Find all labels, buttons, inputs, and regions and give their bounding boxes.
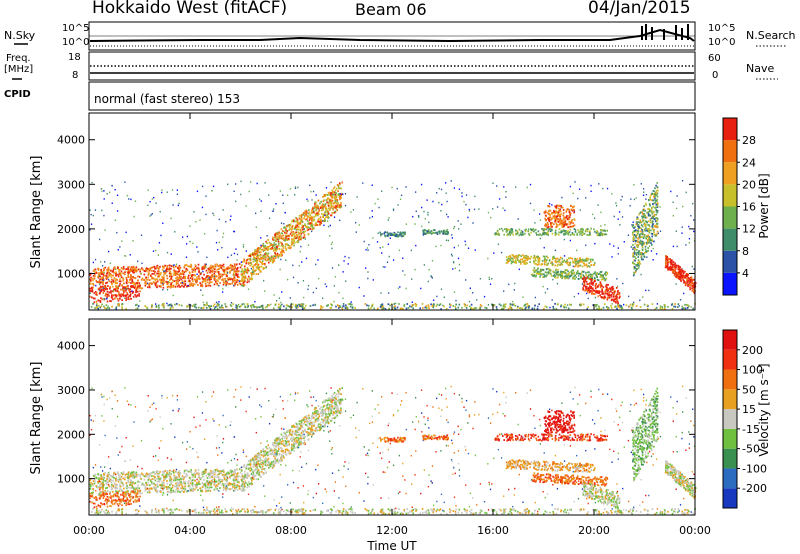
nsky-label: N.Sky (4, 29, 36, 42)
colorbar-segment (723, 118, 737, 141)
colorbar-segment (723, 272, 737, 295)
power-y-axis: 1000 2000 3000 4000 (57, 134, 695, 280)
colorbar-segment (723, 488, 737, 508)
colorbar-segment (723, 228, 737, 251)
velocity-y-label: Slant Range [km] (29, 362, 44, 475)
colorbar-tick: 8 (742, 245, 749, 258)
velocity-colorbar: 200 100 50 15 -15 -50 -100 -200 (722, 329, 767, 509)
colorbar-tick: 4 (742, 267, 749, 280)
freq-label-2: [MHz] (4, 64, 34, 75)
power-scatter (89, 179, 697, 311)
colorbar-segment (723, 468, 737, 489)
colorbar-segment (723, 428, 737, 449)
colorbar-segment (723, 162, 737, 185)
y-tick-label: 2000 (57, 428, 85, 441)
nave-label: Nave (746, 62, 775, 75)
colorbar-tick: 15 (742, 403, 756, 416)
colorbar-tick: 12 (742, 223, 756, 236)
y-tick-label: 3000 (57, 384, 85, 397)
colorbar-segment (723, 140, 737, 163)
nave-tick-high: 60 (708, 53, 721, 64)
power-panel: 1000 2000 3000 4000 (57, 112, 697, 311)
y-tick-label: 4000 (57, 340, 85, 353)
freq-label-1: Freq. (6, 53, 31, 64)
colorbar-tick: 24 (742, 156, 756, 169)
freq-tick-low: 8 (72, 70, 79, 81)
noise-tick-high: 10^5 (62, 23, 90, 34)
power-colorbar: 4 8 12 16 20 24 28 (722, 117, 756, 296)
colorbar-tick: 20 (742, 178, 756, 191)
date-title: 04/Jan/2015 (588, 0, 691, 18)
colorbar-tick: 28 (742, 134, 756, 147)
colorbar-segment (723, 389, 737, 410)
cpid-text: normal (fast stereo) 153 (94, 92, 241, 106)
colorbar-tick: 50 (742, 383, 756, 396)
colorbar-segment (723, 330, 737, 350)
x-tick-label: 20:00 (578, 524, 610, 537)
noise-tick-low-right: 10^0 (708, 37, 736, 48)
freq-tick-high: 18 (68, 52, 81, 63)
velocity-y-axis: 1000 2000 3000 4000 (57, 340, 695, 486)
colorbar-tick: 200 (742, 344, 763, 357)
nave-tick-low: 0 (712, 70, 719, 81)
nsky-trace (89, 28, 695, 43)
time-x-axis: 00:00 04:00 08:00 12:00 16:00 20:00 00:00 (73, 113, 711, 537)
velocity-scatter (89, 385, 697, 516)
y-tick-label: 2000 (57, 223, 85, 236)
colorbar-tick: 16 (742, 201, 756, 214)
x-tick-label: 00:00 (73, 524, 105, 537)
colorbar-tick: -15 (742, 423, 760, 436)
time-axis-label: Time UT (366, 539, 417, 553)
colorbar-segment (723, 369, 737, 390)
beam-title: Beam 06 (355, 0, 427, 19)
colorbar-segment (723, 349, 737, 370)
colorbar-tick: -200 (742, 482, 767, 495)
power-y-label: Slant Range [km] (29, 156, 44, 269)
x-tick-label: 00:00 (679, 524, 711, 537)
velocity-colorbar-label: Velocity [m s⁻¹] (757, 363, 771, 456)
x-tick-label: 16:00 (477, 524, 509, 537)
nsky-spikes (641, 24, 689, 40)
noise-tick-low: 10^0 (62, 37, 90, 48)
power-colorbar-label: Power [dB] (757, 173, 771, 238)
velocity-panel: 1000 2000 3000 4000 00:00 04:00 08:00 12:00 16:… (57, 113, 711, 537)
colorbar-segment (723, 206, 737, 229)
colorbar-segment (723, 184, 737, 207)
x-tick-label: 12:00 (376, 524, 408, 537)
noise-tick-high-right: 10^5 (708, 23, 736, 34)
x-tick-label: 04:00 (174, 524, 206, 537)
colorbar-tick: -50 (742, 443, 760, 456)
y-tick-label: 3000 (57, 178, 85, 191)
x-tick-label: 08:00 (275, 524, 307, 537)
colorbar-tick: -100 (742, 462, 767, 475)
colorbar-tick: 100 (742, 364, 763, 377)
strip-frames (12, 21, 786, 111)
y-tick-label: 4000 (57, 134, 85, 147)
colorbar-segment (723, 448, 737, 469)
y-tick-label: 1000 (57, 473, 85, 486)
nsearch-label: N.Search (746, 29, 796, 42)
colorbar-segment (723, 409, 737, 429)
y-tick-label: 1000 (57, 267, 85, 280)
station-title: Hokkaido West (fitACF) (92, 0, 288, 18)
cpid-label: CPID (4, 89, 31, 100)
colorbar-segment (723, 250, 737, 273)
